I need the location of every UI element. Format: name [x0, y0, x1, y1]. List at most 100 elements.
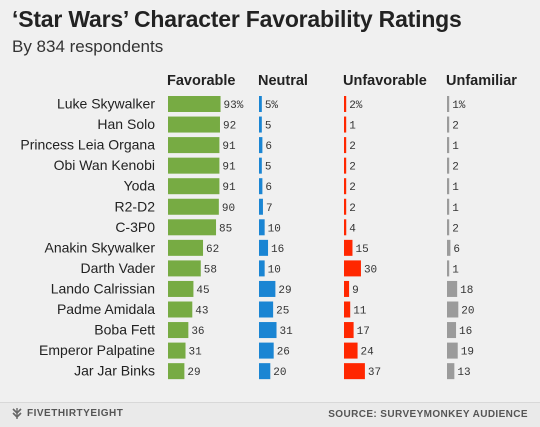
value-label-neutral-anakin-skywalker: 16 [271, 244, 284, 256]
column-header-favorable: Favorable [167, 73, 236, 89]
category-label-yoda: Yoda [124, 178, 156, 194]
bar-unfavorable-han-solo [344, 116, 347, 133]
bar-favorable-yoda [168, 178, 220, 195]
value-label-unfavorable-darth-vader: 30 [364, 264, 377, 276]
value-label-unfamiliar-lando-calrissian: 18 [460, 285, 473, 297]
value-label-unfavorable-lando-calrissian: 9 [352, 285, 359, 297]
value-label-neutral-emperor-palpatine: 26 [277, 347, 290, 359]
bar-favorable-han-solo [168, 116, 220, 133]
bar-unfavorable-obi-wan-kenobi [344, 157, 347, 174]
favorability-chart: Favorable Neutral Unfavorable Unfamiliar Luk… [20, 73, 517, 380]
value-label-favorable-yoda: 91 [222, 182, 236, 194]
value-label-neutral-darth-vader: 10 [268, 264, 281, 276]
chart-title: ‘Star Wars’ Character Favorability Ratin… [12, 6, 462, 32]
value-label-favorable-han-solo: 92 [223, 121, 236, 133]
source-text: SOURCE: SURVEYMONKEY AUDIENCE [328, 409, 528, 420]
bar-unfamiliar-princess-leia-organa [447, 137, 450, 154]
bar-neutral-anakin-skywalker [259, 239, 269, 256]
bar-unfavorable-darth-vader [344, 260, 361, 277]
bar-favorable-anakin-skywalker [168, 239, 204, 256]
bar-unfamiliar-padme-amidala [447, 301, 459, 318]
bar-unfavorable-anakin-skywalker [344, 239, 353, 256]
category-label-c-3p0: C-3P0 [115, 219, 155, 235]
value-label-neutral-obi-wan-kenobi: 5 [265, 162, 272, 174]
footer: FIVETHIRTYEIGHT SOURCE: SURVEYMONKEY AUD… [0, 402, 540, 427]
bar-neutral-obi-wan-kenobi [259, 157, 262, 174]
bar-neutral-princess-leia-organa [259, 137, 263, 154]
bar-unfavorable-luke-skywalker [344, 96, 347, 112]
value-label-neutral-lando-calrissian: 29 [278, 285, 291, 297]
bar-favorable-obi-wan-kenobi [168, 157, 220, 174]
bar-favorable-boba-fett [168, 322, 189, 339]
value-label-neutral-han-solo: 5 [265, 121, 272, 133]
value-label-neutral-boba-fett: 31 [280, 326, 294, 338]
value-label-neutral-c-3p0: 10 [268, 223, 281, 235]
category-label-han-solo: Han Solo [97, 116, 155, 132]
value-label-favorable-princess-leia-organa: 91 [222, 141, 236, 153]
bar-favorable-princess-leia-organa [168, 137, 220, 154]
value-label-favorable-jar-jar-binks: 29 [187, 367, 200, 379]
bar-unfamiliar-boba-fett [447, 322, 457, 339]
category-label-luke-skywalker: Luke Skywalker [57, 96, 155, 112]
value-label-neutral-r2-d2: 7 [266, 203, 273, 215]
bar-favorable-c-3p0 [168, 219, 217, 236]
category-label-darth-vader: Darth Vader [81, 260, 156, 276]
bar-unfavorable-boba-fett [344, 322, 354, 339]
brand-text: FIVETHIRTYEIGHT [27, 408, 124, 419]
bar-unfavorable-emperor-palpatine [344, 342, 358, 359]
bar-neutral-padme-amidala [259, 301, 274, 318]
value-label-favorable-lando-calrissian: 45 [196, 285, 209, 297]
value-label-favorable-r2-d2: 90 [222, 203, 235, 215]
value-label-unfavorable-boba-fett: 17 [357, 326, 370, 338]
value-label-neutral-princess-leia-organa: 6 [265, 141, 272, 153]
category-label-padme-amidala: Padme Amidala [57, 301, 155, 317]
bar-unfamiliar-emperor-palpatine [447, 342, 458, 359]
value-label-unfavorable-han-solo: 1 [349, 121, 356, 133]
bar-unfamiliar-c-3p0 [447, 219, 450, 236]
value-label-unfavorable-yoda: 2 [349, 182, 356, 194]
bar-unfavorable-yoda [344, 178, 347, 195]
category-label-princess-leia-organa: Princess Leia Organa [20, 137, 155, 153]
value-label-unfamiliar-r2-d2: 1 [452, 203, 459, 215]
value-label-neutral-padme-amidala: 25 [276, 306, 289, 318]
category-label-anakin-skywalker: Anakin Skywalker [45, 239, 156, 255]
bar-neutral-lando-calrissian [259, 280, 276, 297]
bar-favorable-padme-amidala [168, 301, 193, 318]
value-label-favorable-luke-skywalker: 93% [224, 100, 244, 112]
value-label-unfavorable-anakin-skywalker: 15 [355, 244, 368, 256]
bar-favorable-r2-d2 [168, 198, 219, 215]
bar-unfamiliar-han-solo [447, 116, 450, 133]
value-label-favorable-boba-fett: 36 [191, 326, 204, 338]
bar-neutral-darth-vader [259, 260, 265, 277]
bar-favorable-emperor-palpatine [168, 342, 186, 359]
value-label-unfamiliar-yoda: 1 [452, 182, 459, 194]
value-label-unfamiliar-luke-skywalker: 1% [452, 100, 466, 112]
bar-unfavorable-jar-jar-binks [344, 363, 365, 380]
category-label-boba-fett: Boba Fett [94, 322, 155, 338]
bar-neutral-c-3p0 [259, 219, 265, 236]
value-label-neutral-yoda: 6 [265, 182, 272, 194]
bar-favorable-darth-vader [168, 260, 201, 277]
bar-unfamiliar-darth-vader [447, 260, 450, 277]
value-label-unfavorable-padme-amidala: 11 [353, 306, 367, 318]
value-label-unfamiliar-padme-amidala: 20 [461, 306, 474, 318]
bar-favorable-lando-calrissian [168, 280, 194, 297]
value-label-unfamiliar-boba-fett: 16 [459, 326, 472, 338]
value-label-unfavorable-luke-skywalker: 2% [349, 100, 363, 112]
bar-neutral-emperor-palpatine [259, 342, 274, 359]
value-label-unfamiliar-emperor-palpatine: 19 [461, 347, 474, 359]
bar-unfamiliar-jar-jar-binks [447, 363, 455, 380]
value-label-neutral-jar-jar-binks: 20 [273, 367, 286, 379]
value-label-unfamiliar-jar-jar-binks: 13 [457, 367, 470, 379]
value-label-unfamiliar-c-3p0: 2 [452, 223, 459, 235]
bar-neutral-luke-skywalker [259, 96, 262, 112]
value-label-unfavorable-r2-d2: 2 [349, 203, 356, 215]
brand: FIVETHIRTYEIGHT [12, 408, 123, 419]
bar-unfamiliar-obi-wan-kenobi [447, 157, 450, 174]
column-header-unfavorable: Unfavorable [343, 73, 427, 89]
value-label-favorable-padme-amidala: 43 [195, 306, 208, 318]
value-label-unfamiliar-anakin-skywalker: 6 [453, 244, 460, 256]
value-label-favorable-darth-vader: 58 [204, 264, 217, 276]
category-label-jar-jar-binks: Jar Jar Binks [74, 363, 155, 379]
value-label-favorable-c-3p0: 85 [219, 223, 232, 235]
